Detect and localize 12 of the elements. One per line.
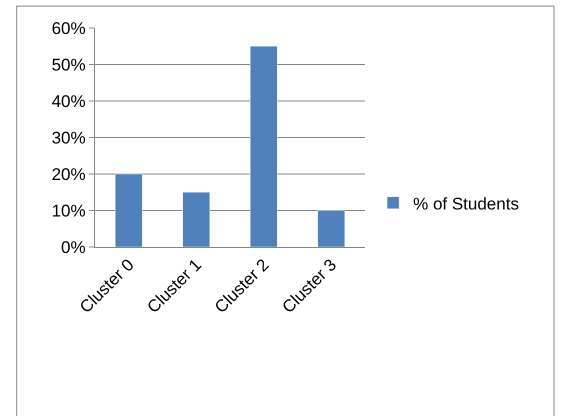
y-tick-label: 20%	[52, 164, 86, 184]
y-tick-label: 0%	[61, 238, 86, 257]
y-tick-label: 60%	[52, 18, 86, 38]
y-tick-label: 50%	[52, 55, 86, 74]
y-tick-label: 30%	[52, 128, 86, 148]
y-tick-label: 40%	[52, 92, 86, 111]
legend-label: % of Students	[413, 194, 519, 214]
y-tick-label: 10%	[52, 201, 86, 220]
bar	[318, 210, 345, 247]
bar	[115, 174, 142, 247]
bar	[182, 192, 210, 247]
bar	[250, 46, 278, 247]
